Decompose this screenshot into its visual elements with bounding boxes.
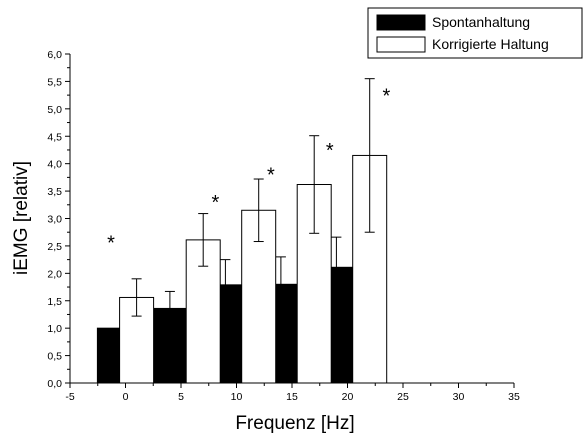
legend-label-spontanhaltung: Spontanhaltung (432, 14, 530, 30)
error-bar-spontanhaltung-3 (275, 256, 286, 313)
y-tick-label: 5,5 (47, 76, 62, 88)
significance-star: * (212, 192, 220, 214)
y-tick-label: 2,5 (47, 241, 62, 253)
y-ticks: 0,0 0,5 1,0 1,5 2,0 2,5 3,0 3,5 4,0 4,5 5,0 5,5 6,0 (47, 49, 70, 390)
x-tick-label: 30 (453, 391, 465, 403)
y-tick-label: 3,0 (47, 214, 62, 226)
error-bar-korrigierte-haltung-3 (309, 135, 320, 234)
x-tick-label: 15 (286, 391, 298, 403)
legend: Spontanhaltung Korrigierte Haltung (367, 7, 583, 59)
error-bar-korrigierte-haltung-2 (253, 178, 264, 243)
error-bar-spontanhaltung-1 (164, 290, 175, 326)
legend-label-korrigierte-haltung: Korrigierte Haltung (432, 36, 549, 52)
x-tick-label: 5 (178, 391, 184, 403)
x-axis-title: Frequenz [Hz] (235, 413, 354, 434)
legend-swatch-korrigierte-haltung (376, 36, 426, 53)
x-ticks: -5 0 5 10 15 20 25 30 35 (65, 383, 520, 403)
x-tick-label: -5 (65, 391, 74, 403)
legend-swatch-spontanhaltung (376, 14, 426, 31)
significance-star: * (382, 85, 390, 107)
y-axis-title: iEMG [relativ] (11, 161, 32, 275)
y-tick-label: 5,0 (47, 104, 62, 116)
y-tick-label: 6,0 (47, 49, 62, 61)
error-bar-korrigierte-haltung-4 (364, 78, 375, 233)
significance-markers: * * * * * (107, 85, 390, 254)
y-tick-label: 4,5 (47, 131, 62, 143)
significance-star: * (107, 232, 115, 254)
y-tick-label: 1,0 (47, 323, 62, 335)
y-tick-label: 1,5 (47, 296, 62, 308)
error-bar-spontanhaltung-4 (331, 236, 342, 298)
y-tick-label: 0,5 (47, 351, 62, 363)
y-tick-label: 2,0 (47, 268, 62, 280)
error-bars (131, 78, 375, 326)
x-tick-label: 35 (508, 391, 520, 403)
x-tick-label: 25 (397, 391, 409, 403)
y-tick-label: 3,5 (47, 186, 62, 198)
error-bar-korrigierte-haltung-0 (131, 278, 142, 317)
error-bar-spontanhaltung-2 (220, 259, 231, 311)
y-tick-label: 4,0 (47, 159, 62, 171)
error-bar-korrigierte-haltung-1 (198, 213, 209, 267)
bars (96, 154, 388, 384)
significance-star: * (326, 140, 334, 162)
x-tick-label: 10 (231, 391, 243, 403)
significance-star: * (267, 164, 275, 186)
x-tick-label: 20 (342, 391, 354, 403)
x-tick-label: 0 (123, 391, 129, 403)
y-tick-label: 0,0 (47, 378, 62, 390)
